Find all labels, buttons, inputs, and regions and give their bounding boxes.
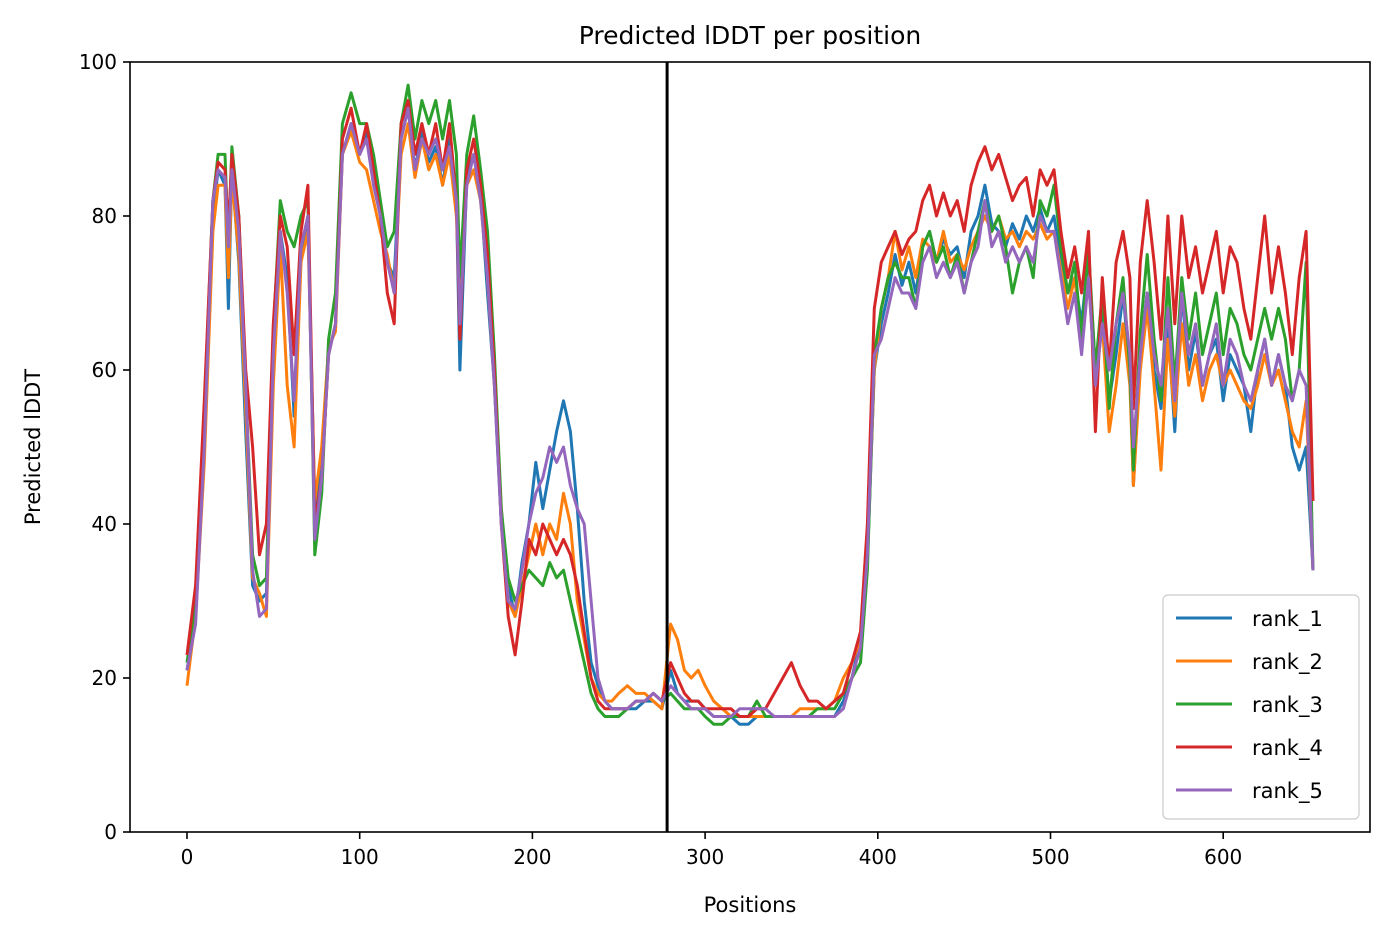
legend-box (1162, 594, 1360, 820)
y-axis: 0 20 40 60 80 100 (79, 50, 130, 844)
chart-title: Predicted lDDT per position (579, 21, 921, 50)
legend-label-rank-1: rank_1 (1252, 607, 1323, 632)
x-axis: 0 100 200 300 400 500 600 (181, 832, 1242, 869)
y-tick-label: 80 (92, 204, 117, 228)
legend-label-rank-3: rank_3 (1252, 693, 1323, 718)
x-tick-label: 0 (181, 845, 194, 869)
y-tick-label: 20 (92, 666, 117, 690)
x-tick-label: 500 (1031, 845, 1069, 869)
x-tick-label: 200 (513, 845, 551, 869)
series-line-rank-5 (185, 106, 1315, 718)
y-axis-title: Predicted lDDT (21, 369, 45, 525)
y-tick-label: 40 (92, 512, 117, 536)
x-tick-label: 300 (686, 845, 724, 869)
y-tick-label: 0 (104, 820, 117, 844)
legend-label-rank-5: rank_5 (1252, 779, 1323, 804)
x-axis-title: Positions (704, 893, 797, 917)
legend: rank_1 rank_2 rank_3 rank_4 rank_5 (1162, 594, 1360, 820)
x-tick-label: 400 (859, 845, 897, 869)
plot-frame (129, 61, 1371, 833)
y-tick-label: 100 (79, 50, 117, 74)
series-line-rank-4 (185, 99, 1315, 718)
y-tick-label: 60 (92, 358, 117, 382)
legend-label-rank-4: rank_4 (1252, 736, 1323, 761)
x-tick-label: 100 (341, 845, 379, 869)
series-group (185, 83, 1315, 726)
x-tick-label: 600 (1204, 845, 1242, 869)
legend-label-rank-2: rank_2 (1252, 650, 1323, 675)
